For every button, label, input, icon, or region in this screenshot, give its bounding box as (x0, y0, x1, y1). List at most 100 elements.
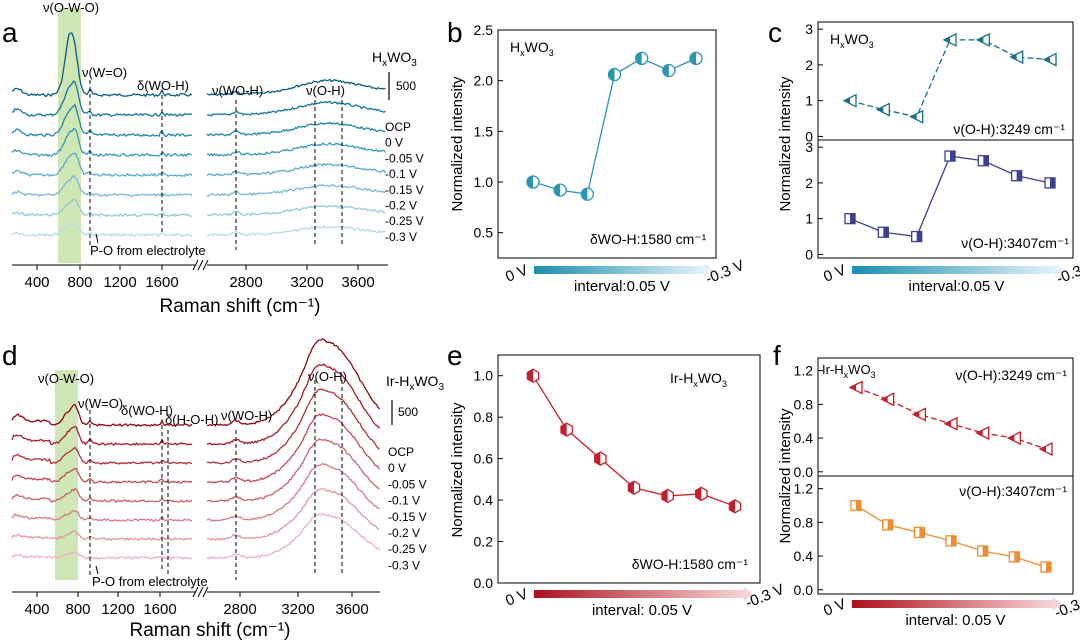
tick-2800-b: 2800 (223, 601, 256, 618)
spectrum-right-4 (206, 437, 380, 503)
point-c-bot-1 (877, 226, 889, 238)
ylabel-e: Normalized intensity (449, 402, 466, 538)
x-end-c: -0.3 V (1054, 257, 1080, 288)
ytick-c-bot-1: 1 (805, 211, 813, 227)
spectrum-left-2 (11, 103, 193, 137)
spectrum-left-6 (11, 530, 193, 542)
spectrum-right-0 (206, 78, 386, 97)
potential-arrow-b (534, 266, 704, 274)
panel-label-f: f (773, 340, 781, 371)
ytick-e-1: 0.2 (474, 534, 494, 550)
potential-bottom-0: OCP (388, 445, 414, 459)
spectrum-right-1 (206, 100, 386, 117)
series-f-top: ν(O-H):3249 cm⁻¹ (955, 367, 1067, 383)
potential-arrow-f (852, 600, 1053, 608)
point-f-bot-3 (945, 535, 957, 547)
ytick-c-top-0: 0 (805, 128, 813, 144)
spectra-top (11, 32, 387, 238)
spectrum-right-6 (206, 488, 380, 541)
spectrum-left-0 (11, 403, 193, 427)
panel-label-b: b (447, 17, 463, 48)
tick-800: 800 (67, 274, 92, 291)
x-start-b: 0 V (503, 262, 530, 286)
point-f-bot-6 (1040, 561, 1052, 573)
point-f-bot-5 (1008, 551, 1020, 563)
annot-nwoh-top: ν(WO-H) (212, 83, 263, 98)
point-b-2 (580, 187, 594, 201)
annot-wo-top: ν(W=O) (82, 65, 127, 80)
ytick-b-0: 0.5 (474, 225, 494, 241)
x-interval-e: interval: 0.05 V (592, 602, 692, 619)
potential-bottom-7: -0.3 V (388, 558, 420, 572)
spectrum-left-5 (11, 509, 193, 522)
point-f-bot-1 (882, 519, 894, 531)
annot-oh-bottom: ν(O-H) (308, 369, 347, 384)
annot-dwoh-top: δ(WO-H) (137, 78, 189, 93)
potential-top-5: -0.2 V (385, 199, 417, 213)
raman-panel-bottom: 400 800 1200 1600 2800 3200 3600 Raman s… (11, 338, 444, 641)
raman-xlabel-top: Raman shift (cm⁻¹) (160, 296, 321, 317)
point-e-2 (594, 451, 607, 466)
ytick-b-2: 1.5 (474, 123, 494, 139)
spectrum-left-2 (11, 446, 193, 465)
potential-bottom-1: 0 V (388, 461, 406, 475)
point-f-top-5 (1006, 431, 1021, 446)
series-c-bot: ν(O-H):3407cm⁻¹ (961, 235, 1069, 251)
x-interval-f: interval: 0.05 V (905, 612, 1005, 629)
sample-label-bottom: Ir-HxWO3 (386, 373, 444, 393)
ytick-f-top-2: 0.8 (794, 396, 814, 412)
ytick-b-1: 1.0 (474, 174, 494, 190)
point-c-bot-3 (944, 150, 956, 162)
title-e: Ir-HxWO3 (670, 370, 727, 389)
potential-bottom-4: -0.15 V (388, 510, 427, 524)
tick-2800: 2800 (229, 274, 262, 291)
tick-3600-b: 3600 (335, 601, 368, 618)
line-c-top (849, 39, 1051, 118)
potential-bottom-5: -0.2 V (388, 526, 420, 540)
point-c-top-1 (875, 102, 890, 117)
tick-1600: 1600 (145, 274, 178, 291)
potential-arrow-c (852, 266, 1055, 274)
potential-bottom-3: -0.1 V (388, 494, 420, 508)
ylabel-c: Normalized intensity (777, 76, 794, 212)
chart-b: 0.5 1.0 1.5 2.0 2.5 HxWO3 δWO-H:1580 cm⁻¹ Norma… (449, 22, 747, 295)
annot-b: δWO-H:1580 cm⁻¹ (590, 231, 707, 247)
tick-1200: 1200 (103, 274, 136, 291)
potential-bottom-6: -0.25 V (388, 542, 427, 556)
tick-400: 400 (24, 274, 49, 291)
point-e-3 (627, 480, 641, 495)
tick-800-b: 800 (65, 601, 90, 618)
point-c-bot-0 (844, 213, 856, 225)
ylabel-b: Normalized intensity (449, 76, 466, 212)
x-end-f: -0.3 V (1052, 591, 1080, 622)
panel-label-c: c (768, 17, 782, 48)
point-c-bot-2 (911, 230, 923, 243)
potential-top-1: 0 V (385, 136, 403, 150)
panel-label-e: e (447, 340, 463, 371)
tick-3200-b: 3200 (281, 601, 314, 618)
point-c-top-3 (942, 32, 957, 47)
title-b: HxWO3 (510, 39, 554, 58)
ytick-c-bot-3: 3 (805, 139, 813, 155)
spectrum-left-7 (11, 222, 193, 238)
point-e-0 (526, 368, 540, 383)
chart-f: 0.00.40.81.20.00.40.81.2Ir-HxWO3 ν(O-H):3… (777, 357, 1080, 629)
annot-dwoh-bottom: δ(WO-H) (121, 403, 173, 418)
x-end-e: -0.3 V (743, 581, 786, 612)
annot-owo-top: ν(O-W-O) (43, 0, 99, 15)
spectrum-right-6 (206, 204, 386, 217)
point-b-5 (662, 63, 676, 78)
ytick-e-2: 0.4 (474, 492, 494, 508)
tick-3600: 3600 (341, 274, 374, 291)
ytick-f-top-1: 0.4 (794, 430, 814, 446)
ytick-e-3: 0.6 (474, 451, 494, 467)
point-c-top-6 (1042, 52, 1057, 67)
ytick-f-bot-3: 1.2 (794, 481, 814, 497)
chart-e: 0.0 0.2 0.4 0.6 0.8 1.0 Ir-HxWO3 δWO-H:1580 cm⁻… (449, 354, 787, 619)
spectrum-right-7 (207, 224, 386, 237)
spectrum-right-7 (206, 512, 381, 560)
point-f-bot-4 (977, 545, 989, 557)
annot-hoh-bottom: δ(H-O-H) (165, 412, 218, 427)
